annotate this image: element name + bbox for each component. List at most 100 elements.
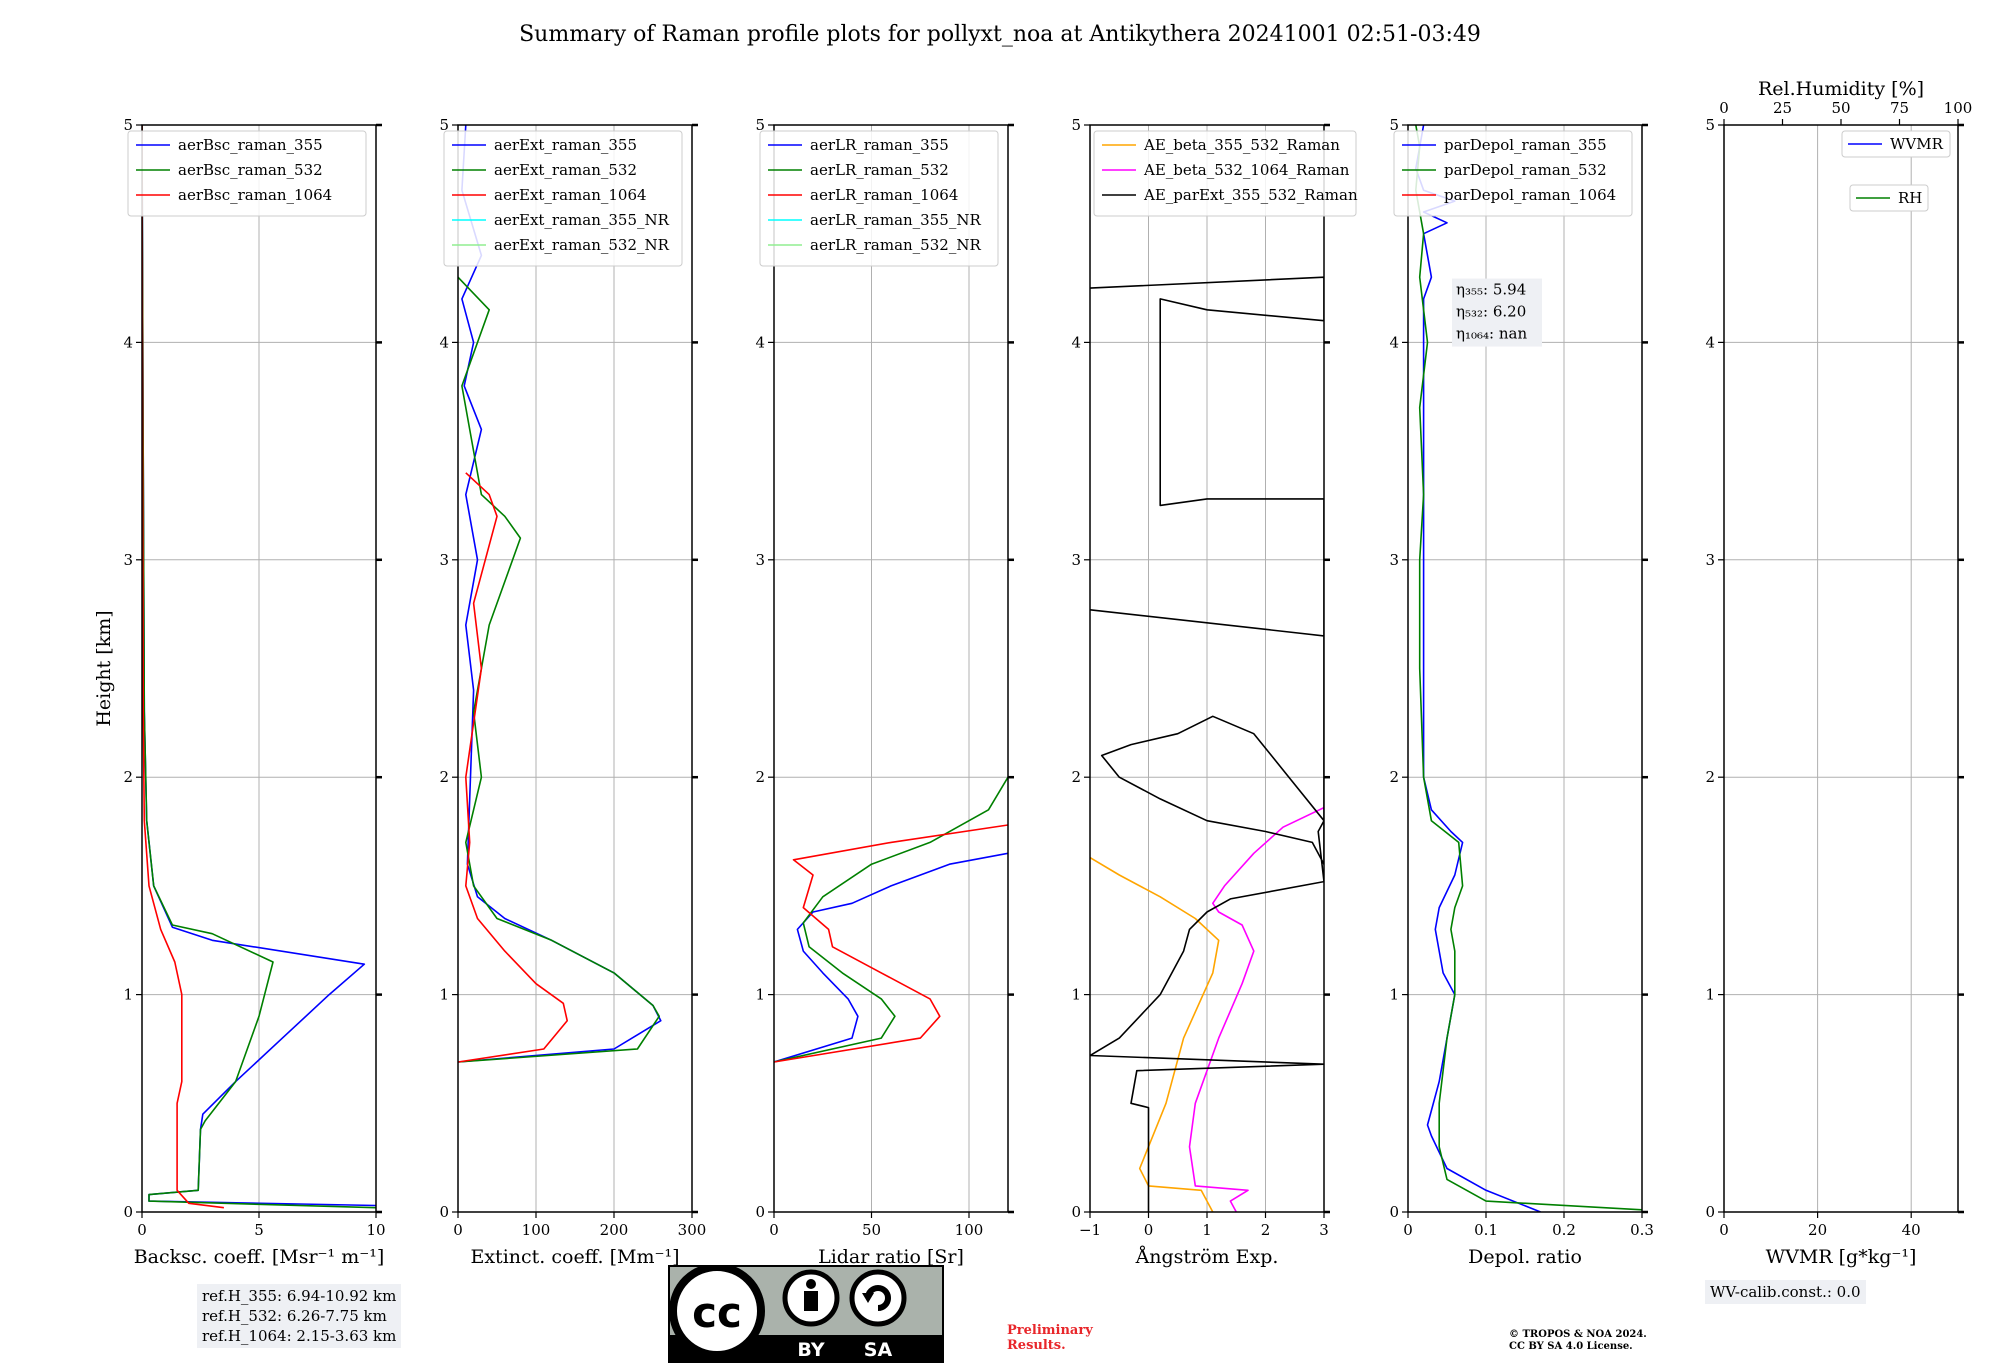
y-tick-label: 3	[755, 551, 765, 569]
legend: aerLR_raman_355 aerLR_raman_532 aerLR_rama…	[759, 130, 999, 267]
y-tick-label: 0	[755, 1203, 765, 1221]
reference-heights-box: ref.H_355: 6.94-10.92 km ref.H_532: 6.26-…	[197, 1284, 402, 1348]
legend: parDepol_raman_355 parDepol_raman_532 parD…	[1393, 130, 1633, 217]
legend-box	[1841, 130, 1951, 158]
legend: AE_beta_355_532_Raman AE_beta_532_1064_Ra…	[1093, 130, 1358, 217]
eta-annotation-line: η₃₅₅: 5.94	[1456, 281, 1526, 299]
legend-label: AE_parExt_355_532_Raman	[1143, 186, 1358, 204]
series-aerBsc_raman_532	[142, 125, 376, 1209]
y-tick-label: 3	[439, 551, 449, 569]
eta-annotation-box	[1452, 278, 1542, 347]
legend-label: parDepol_raman_355	[1444, 136, 1607, 154]
x-tick-label: 100	[522, 1221, 551, 1239]
y-tick-label: 0	[123, 1203, 133, 1221]
x-tick-label: 50	[862, 1221, 881, 1239]
y-tick-label: 4	[755, 333, 765, 351]
x-tick-label: 300	[678, 1221, 707, 1239]
x-axis-label: Depol. ratio	[1468, 1246, 1582, 1268]
legend-label: aerExt_raman_532	[494, 161, 637, 179]
x-tick-label: 0	[1403, 1221, 1413, 1239]
legend-label: aerLR_raman_532_NR	[810, 236, 981, 254]
license-sa: SA	[864, 1339, 893, 1361]
y-tick-label: 5	[123, 116, 133, 134]
figure-title: Summary of Raman profile plots for polly…	[519, 22, 1481, 47]
axes-frame	[773, 124, 1009, 1213]
y-tick-label: 0	[439, 1203, 449, 1221]
legend-label: aerLR_raman_355	[810, 136, 949, 154]
legend-box	[1093, 130, 1357, 217]
x-tick-label: 2	[1261, 1221, 1271, 1239]
y-tick-label: 4	[1389, 333, 1399, 351]
y-tick-label: 5	[439, 116, 449, 134]
y-axis-label: Height [km]	[93, 610, 115, 726]
y-tick-label: 2	[1071, 768, 1081, 786]
series-parDepol_raman_355	[1415, 125, 1541, 1212]
top-x-tick-label: 75	[1890, 99, 1909, 117]
top-x-tick-label: 0	[1719, 99, 1729, 117]
series-aerLR_raman_355	[774, 852, 1008, 1063]
series-aerLR_raman_532	[774, 776, 1008, 1063]
y-tick-label: 5	[1705, 116, 1715, 134]
y-tick-label: 4	[1071, 333, 1081, 351]
x-tick-label: 20	[1808, 1221, 1827, 1239]
legend-label: aerLR_raman_532	[810, 161, 949, 179]
ref-height-532: ref.H_532: 6.26-7.75 km	[202, 1307, 387, 1325]
preliminary-line-1: Preliminary	[1007, 1323, 1093, 1338]
panel-extinction: 0 1 2 3 4 5 0 100 200 300 Extinct. coeff. [Mm⁻¹] ae…	[439, 116, 706, 1268]
legend-label: aerBsc_raman_1064	[178, 186, 332, 204]
x-tick-label: 1	[1202, 1221, 1212, 1239]
y-tick-label: 1	[1705, 986, 1715, 1004]
legend-label: aerBsc_raman_355	[178, 136, 323, 154]
legend-label: AE_beta_355_532_Raman	[1143, 136, 1340, 154]
wv-calib-box: WV-calib.const.: 0.0	[1705, 1280, 1866, 1304]
x-tick-label: 0	[1144, 1221, 1154, 1239]
x-tick-label: 0	[1719, 1221, 1729, 1239]
eta-annotation-line: η₅₃₂: 6.20	[1456, 303, 1526, 321]
legend-label: RH	[1898, 189, 1922, 207]
x-tick-label: 10	[366, 1221, 385, 1239]
legend-label: aerExt_raman_355_NR	[494, 211, 670, 229]
series-group	[142, 125, 376, 1209]
copyright-line-1: © TROPOS & NOA 2024.	[1509, 1329, 1647, 1340]
x-tick-label: 3	[1319, 1221, 1329, 1239]
y-tick-label: 1	[439, 986, 449, 1004]
series-group	[458, 125, 662, 1063]
x-axis-label: Lidar ratio [Sr]	[818, 1246, 964, 1268]
legend: WVMR RH	[1841, 130, 1951, 212]
license-by: BY	[797, 1339, 824, 1361]
x-tick-label: 200	[600, 1221, 629, 1239]
y-tick-label: 2	[123, 768, 133, 786]
y-tick-label: 4	[1705, 333, 1715, 351]
series-aerLR_raman_1064	[774, 824, 1008, 1063]
svg-text:cc: cc	[692, 1288, 742, 1337]
legend-box	[1393, 130, 1633, 217]
x-tick-label: 5	[254, 1221, 264, 1239]
creative-commons-icon: cc BY SA	[668, 1265, 944, 1363]
series-AE_parExt_355_532_Raman	[1090, 276, 1324, 1212]
y-tick-label: 1	[1071, 986, 1081, 1004]
x-axis-label: Ångström Exp.	[1135, 1246, 1279, 1268]
x-tick-label: 0	[137, 1221, 147, 1239]
legend: aerExt_raman_355 aerExt_raman_532 aerExt_r…	[443, 130, 683, 267]
panel-backscatter: 0 1 2 3 4 5 0 5 10 Backsc. coeff. [Msr⁻¹ m⁻¹] Heig…	[93, 116, 386, 1268]
series-group	[774, 776, 1008, 1063]
y-tick-label: 3	[1705, 551, 1715, 569]
legend-label: aerBsc_raman_532	[178, 161, 323, 179]
y-tick-label: 0	[1705, 1203, 1715, 1221]
y-tick-label: 4	[439, 333, 449, 351]
y-tick-label: 2	[1389, 768, 1399, 786]
legend-box	[443, 130, 683, 267]
y-tick-label: 0	[1071, 1203, 1081, 1221]
ref-height-355: ref.H_355: 6.94-10.92 km	[202, 1287, 397, 1305]
y-tick-label: 3	[123, 551, 133, 569]
x-tick-label: 0.1	[1474, 1221, 1498, 1239]
top-x-axis-label: Rel.Humidity [%]	[1758, 78, 1924, 100]
ref-height-1064: ref.H_1064: 2.15-3.63 km	[202, 1327, 397, 1345]
x-tick-label: 0	[769, 1221, 779, 1239]
legend-label: aerExt_raman_1064	[494, 186, 647, 204]
series-aerExt_raman_1064	[458, 472, 569, 1063]
legend-label: WVMR	[1890, 135, 1944, 153]
series-group	[1090, 276, 1324, 1212]
x-axis-label: Extinct. coeff. [Mm⁻¹]	[470, 1246, 679, 1268]
